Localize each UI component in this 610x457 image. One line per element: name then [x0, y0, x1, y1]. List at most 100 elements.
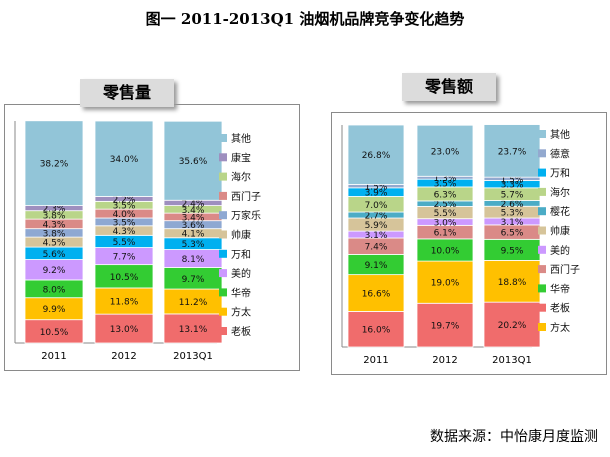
data-label-万和-2013q1: 5.3% [182, 240, 205, 250]
legend-swatch-老板 [219, 327, 227, 335]
legend-swatch-海尔 [538, 187, 546, 196]
data-label-老板-2012: 13.0% [110, 325, 139, 335]
data-label-西门子-2011: 4.3% [43, 220, 66, 230]
legend-swatch-西门子 [219, 191, 227, 200]
x-tick-label-2013q1: 2013Q1 [492, 355, 532, 366]
data-label-万家乐-2013q1: 3.6% [182, 221, 205, 231]
legend-swatch-美的 [538, 245, 546, 254]
legend-label-老板: 老板 [550, 302, 570, 315]
data-label-华帝-2013q1: 9.5% [501, 246, 524, 256]
data-label-海尔-2012: 3.5% [113, 202, 136, 212]
data-label-其他-2011: 26.8% [362, 151, 391, 161]
x-tick-label-2011: 2011 [363, 355, 388, 366]
data-source-note: 数据来源：中怡康月度监测 [430, 429, 598, 445]
sales-value-chart-title: 零售额 [402, 73, 496, 101]
legend-swatch-华帝 [219, 288, 227, 297]
data-label-美的-2012: 7.7% [113, 253, 136, 263]
data-label-樱花-2011: 2.7% [365, 212, 388, 222]
data-label-德意-2011: 1.5% [365, 183, 388, 193]
sales-volume-chart: 10.5%9.9%8.0%9.2%5.6%4.5%3.8%4.3%3.8%2.3… [14, 120, 261, 362]
legend-swatch-其他 [219, 134, 227, 142]
legend-label-万和: 万和 [550, 168, 570, 180]
data-label-美的-2013q1: 8.1% [182, 255, 205, 265]
bar-segment-方太-2013q1 [163, 288, 223, 315]
data-label-其他-2013q1: 35.6% [179, 157, 208, 167]
legend-label-老板: 老板 [231, 325, 251, 338]
legend-swatch-海尔 [219, 172, 227, 181]
legend-label-樱花: 樱花 [550, 205, 570, 218]
data-label-老板-2011: 16.0% [362, 326, 391, 336]
legend-label-海尔: 海尔 [231, 171, 251, 184]
bar-segment-其他-2012 [94, 120, 154, 197]
data-label-万和-2011: 5.6% [43, 250, 66, 260]
legend-swatch-樱花 [538, 207, 546, 216]
data-label-其他-2011: 38.2% [40, 160, 69, 170]
legend-swatch-万和 [219, 249, 227, 258]
data-label-美的-2012: 3.0% [434, 219, 457, 229]
data-label-万家乐-2012: 3.5% [113, 218, 136, 228]
data-label-德意-2012: 1.3% [434, 174, 457, 184]
data-label-方太-2013q1: 11.2% [179, 298, 208, 308]
legend-swatch-康宝 [219, 153, 227, 162]
legend-label-万和: 万和 [231, 249, 251, 261]
data-label-康宝-2012: 2.2% [113, 195, 136, 205]
bar-segment-老板-2011 [347, 311, 405, 348]
data-label-美的-2013q1: 3.1% [501, 218, 524, 228]
data-label-方太-2013q1: 18.8% [498, 278, 527, 288]
bar-segment-其他-2013q1 [163, 120, 223, 201]
data-label-海尔-2012: 6.3% [434, 190, 457, 200]
legend-label-其他: 其他 [550, 128, 570, 141]
data-label-海尔-2011: 7.0% [365, 201, 388, 211]
bar-segment-老板-2012 [94, 313, 154, 344]
data-label-海尔-2013q1: 3.4% [182, 206, 205, 216]
legend-label-西门子: 西门子 [550, 263, 580, 276]
legend-label-德意: 德意 [550, 147, 570, 160]
data-label-华帝-2011: 9.1% [365, 261, 388, 271]
sales-volume-chart-title: 零售量 [80, 79, 174, 107]
data-label-其他-2013q1: 23.7% [498, 147, 527, 157]
data-label-海尔-2011: 3.8% [43, 211, 66, 221]
page-title: 图一 2011-2013Q1 油烟机品牌竞争变化趋势 [145, 10, 465, 28]
legend-label-康宝: 康宝 [231, 151, 251, 164]
legend-swatch-方太 [219, 307, 227, 316]
data-label-帅康-2011: 4.5% [43, 239, 66, 249]
data-label-老板-2013q1: 13.1% [179, 325, 208, 335]
data-label-帅康-2013q1: 5.3% [501, 209, 524, 219]
bar-segment-老板-2012 [416, 302, 474, 348]
data-label-方太-2011: 16.6% [362, 290, 391, 300]
data-label-德意-2013q1: 1.5% [501, 175, 524, 185]
x-tick-label-2012: 2012 [432, 355, 457, 366]
data-label-美的-2011: 9.2% [43, 266, 66, 276]
data-label-美的-2011: 3.1% [365, 231, 388, 241]
data-label-万和-2013q1: 3.3% [501, 181, 524, 191]
data-label-方太-2012: 11.8% [110, 298, 139, 308]
legend-swatch-万家乐 [219, 211, 227, 220]
data-label-华帝-2013q1: 9.7% [182, 275, 205, 285]
legend-label-其他: 其他 [231, 132, 251, 145]
legend-swatch-西门子 [538, 265, 546, 274]
legend-swatch-帅康 [219, 230, 227, 239]
data-label-方太-2012: 19.0% [431, 279, 460, 289]
data-label-其他-2012: 34.0% [110, 155, 139, 165]
data-label-樱花-2012: 2.5% [434, 200, 457, 210]
data-label-帅康-2012: 5.5% [434, 209, 457, 219]
data-label-华帝-2012: 10.0% [431, 246, 460, 256]
legend-label-万家乐: 万家乐 [231, 209, 261, 222]
data-label-华帝-2012: 10.5% [110, 273, 139, 283]
data-label-西门子-2013q1: 3.4% [182, 213, 205, 223]
legend-swatch-德意 [538, 149, 546, 158]
data-label-方太-2011: 9.9% [43, 305, 66, 315]
legend-swatch-美的 [219, 269, 227, 278]
legend-swatch-帅康 [538, 226, 546, 235]
data-label-海尔-2013q1: 5.7% [501, 191, 524, 201]
sales-value-chart: 16.0%16.6%9.1%7.4%3.1%5.9%2.7%7.0%3.9%1.… [341, 124, 580, 366]
bar-segment-其他-2012 [416, 124, 474, 177]
data-label-帅康-2013q1: 4.1% [182, 230, 205, 240]
data-label-康宝-2013q1: 2.4% [182, 199, 205, 209]
data-label-樱花-2013q1: 2.6% [501, 200, 524, 210]
x-tick-label-2011: 2011 [41, 351, 66, 362]
legend-label-方太: 方太 [231, 306, 251, 319]
legend-swatch-老板 [538, 303, 546, 312]
data-label-老板-2011: 10.5% [40, 328, 69, 338]
legend-label-海尔: 海尔 [550, 186, 570, 199]
